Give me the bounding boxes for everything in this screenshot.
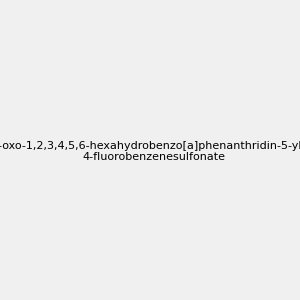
Text: 4-(2,2-Dimethyl-4-oxo-1,2,3,4,5,6-hexahydrobenzo[a]phenanthridin-5-yl)-2-methoxy: 4-(2,2-Dimethyl-4-oxo-1,2,3,4,5,6-hexahy… [0,141,300,162]
